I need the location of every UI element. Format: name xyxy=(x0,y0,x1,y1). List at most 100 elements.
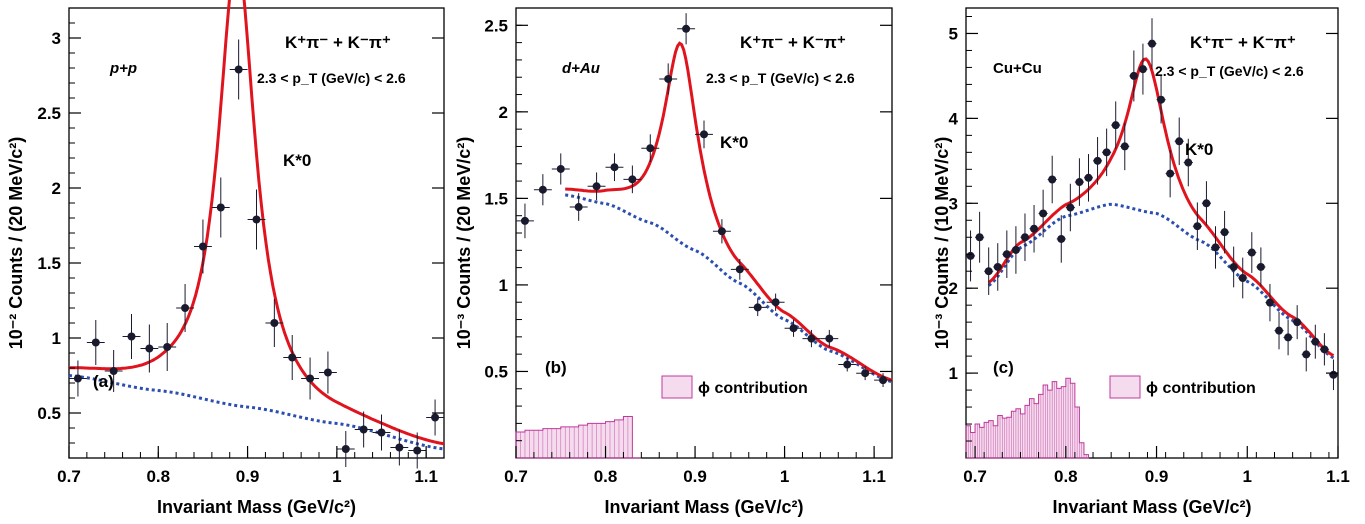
point-marker xyxy=(1320,345,1329,354)
point-marker xyxy=(127,332,136,341)
data-point xyxy=(659,63,678,95)
point-marker xyxy=(993,262,1002,271)
data-point xyxy=(748,298,767,317)
point-marker xyxy=(1157,95,1166,104)
point-marker xyxy=(395,443,404,452)
data-point xyxy=(1138,43,1148,95)
point-marker xyxy=(717,227,726,236)
y-tick-label: 4 xyxy=(949,109,959,128)
point-marker xyxy=(682,24,691,33)
data-point xyxy=(1065,183,1075,232)
point-marker xyxy=(1129,71,1138,80)
point-marker xyxy=(1002,250,1011,259)
point-marker xyxy=(1093,156,1102,165)
data-point xyxy=(1210,226,1221,269)
data-point xyxy=(605,153,624,182)
point-marker xyxy=(413,446,422,455)
pt-range-label: 2.3 < p_T (GeV/c) < 2.6 xyxy=(1155,63,1304,79)
x-tick-label: 1.1 xyxy=(862,467,886,486)
y-tick-label: 5 xyxy=(949,24,958,43)
data-point xyxy=(176,284,194,332)
phi-legend-swatch xyxy=(1109,375,1141,399)
data-point xyxy=(372,414,391,451)
point-marker xyxy=(323,368,332,377)
point-marker xyxy=(1184,158,1193,167)
data-point xyxy=(766,293,785,311)
data-point xyxy=(1165,149,1175,198)
panel-label: (b) xyxy=(545,358,567,377)
data-point xyxy=(641,134,660,163)
panel-label: (c) xyxy=(993,358,1014,377)
collision-system-label: d+Au xyxy=(562,60,600,77)
data-point xyxy=(984,247,994,295)
y-tick-label: 2 xyxy=(52,179,61,198)
data-points xyxy=(966,18,1338,391)
data-point xyxy=(975,211,985,263)
x-tick-label: 0.8 xyxy=(1054,467,1078,486)
point-marker xyxy=(646,144,655,153)
point-marker xyxy=(252,215,261,224)
y-ticks: 0.5 1 1.5 2 2.5 3 xyxy=(37,22,444,444)
point-marker xyxy=(735,265,744,274)
point-marker xyxy=(664,74,673,83)
point-marker xyxy=(1302,350,1311,359)
point-marker xyxy=(1202,199,1211,208)
data-point xyxy=(158,323,177,371)
data-point xyxy=(730,258,749,280)
channel-label: K⁺π⁻ + K⁻π⁺ xyxy=(1190,33,1296,52)
data-points xyxy=(69,39,444,469)
data-point xyxy=(1201,181,1211,226)
point-marker xyxy=(1211,243,1220,252)
data-point xyxy=(1247,232,1257,273)
point-marker xyxy=(1011,245,1020,254)
data-point xyxy=(1174,117,1184,166)
y-axis-label: 10⁻³ Counts / (10 MeV/c²) xyxy=(932,137,952,350)
data-point xyxy=(1238,257,1248,299)
point-marker xyxy=(1175,137,1184,146)
panel-c: 0.7 0.8 0.9 1 1.1 1 2 3 4 5 Invariant Mass (GeV/… xyxy=(932,7,1350,517)
x-ticks: 0.7 0.8 0.9 1 1.1 xyxy=(504,446,893,486)
panel-label: (a) xyxy=(93,372,114,391)
data-point xyxy=(820,329,839,348)
panel-b: 0.7 0.8 0.9 1 1.1 0.5 1 1.5 2 2.5 Invariant Mass… xyxy=(454,7,893,517)
data-point xyxy=(1111,101,1121,149)
point-marker xyxy=(610,163,619,172)
y-tick-label: 1.5 xyxy=(37,254,61,273)
point-marker xyxy=(1293,318,1302,327)
point-marker xyxy=(306,374,315,383)
data-point xyxy=(1292,305,1302,340)
point-marker xyxy=(163,343,172,351)
y-axis-label: 10⁻² Counts / (20 MeV/c²) xyxy=(6,137,26,350)
data-point xyxy=(122,314,141,359)
data-point xyxy=(1147,18,1157,70)
data-point xyxy=(69,360,87,397)
point-marker xyxy=(431,413,440,422)
data-point xyxy=(390,429,409,466)
point-marker xyxy=(574,203,583,212)
data-point xyxy=(623,165,642,194)
y-tick-label: 1 xyxy=(499,276,508,295)
data-point xyxy=(1038,189,1048,238)
data-point xyxy=(587,172,606,201)
point-marker xyxy=(861,369,870,378)
data-point xyxy=(1328,359,1338,391)
data-point xyxy=(1156,75,1166,124)
point-marker xyxy=(1284,333,1293,342)
data-point xyxy=(1029,204,1039,253)
data-point xyxy=(569,193,588,221)
data-point xyxy=(265,299,284,347)
phi-legend-text: ϕ contribution xyxy=(698,380,808,397)
data-point xyxy=(838,357,857,372)
channel-label: K⁺π⁻ + K⁻π⁺ xyxy=(740,33,846,52)
data-point xyxy=(993,243,1003,291)
data-point xyxy=(1056,215,1066,263)
point-marker xyxy=(1057,234,1066,243)
data-point xyxy=(1220,210,1230,254)
point-marker xyxy=(771,298,780,307)
point-marker xyxy=(377,428,386,437)
phi-legend-swatch xyxy=(661,375,693,399)
point-marker xyxy=(359,425,368,434)
data-point xyxy=(1120,122,1130,171)
point-marker xyxy=(966,251,975,260)
data-point xyxy=(1183,138,1193,187)
